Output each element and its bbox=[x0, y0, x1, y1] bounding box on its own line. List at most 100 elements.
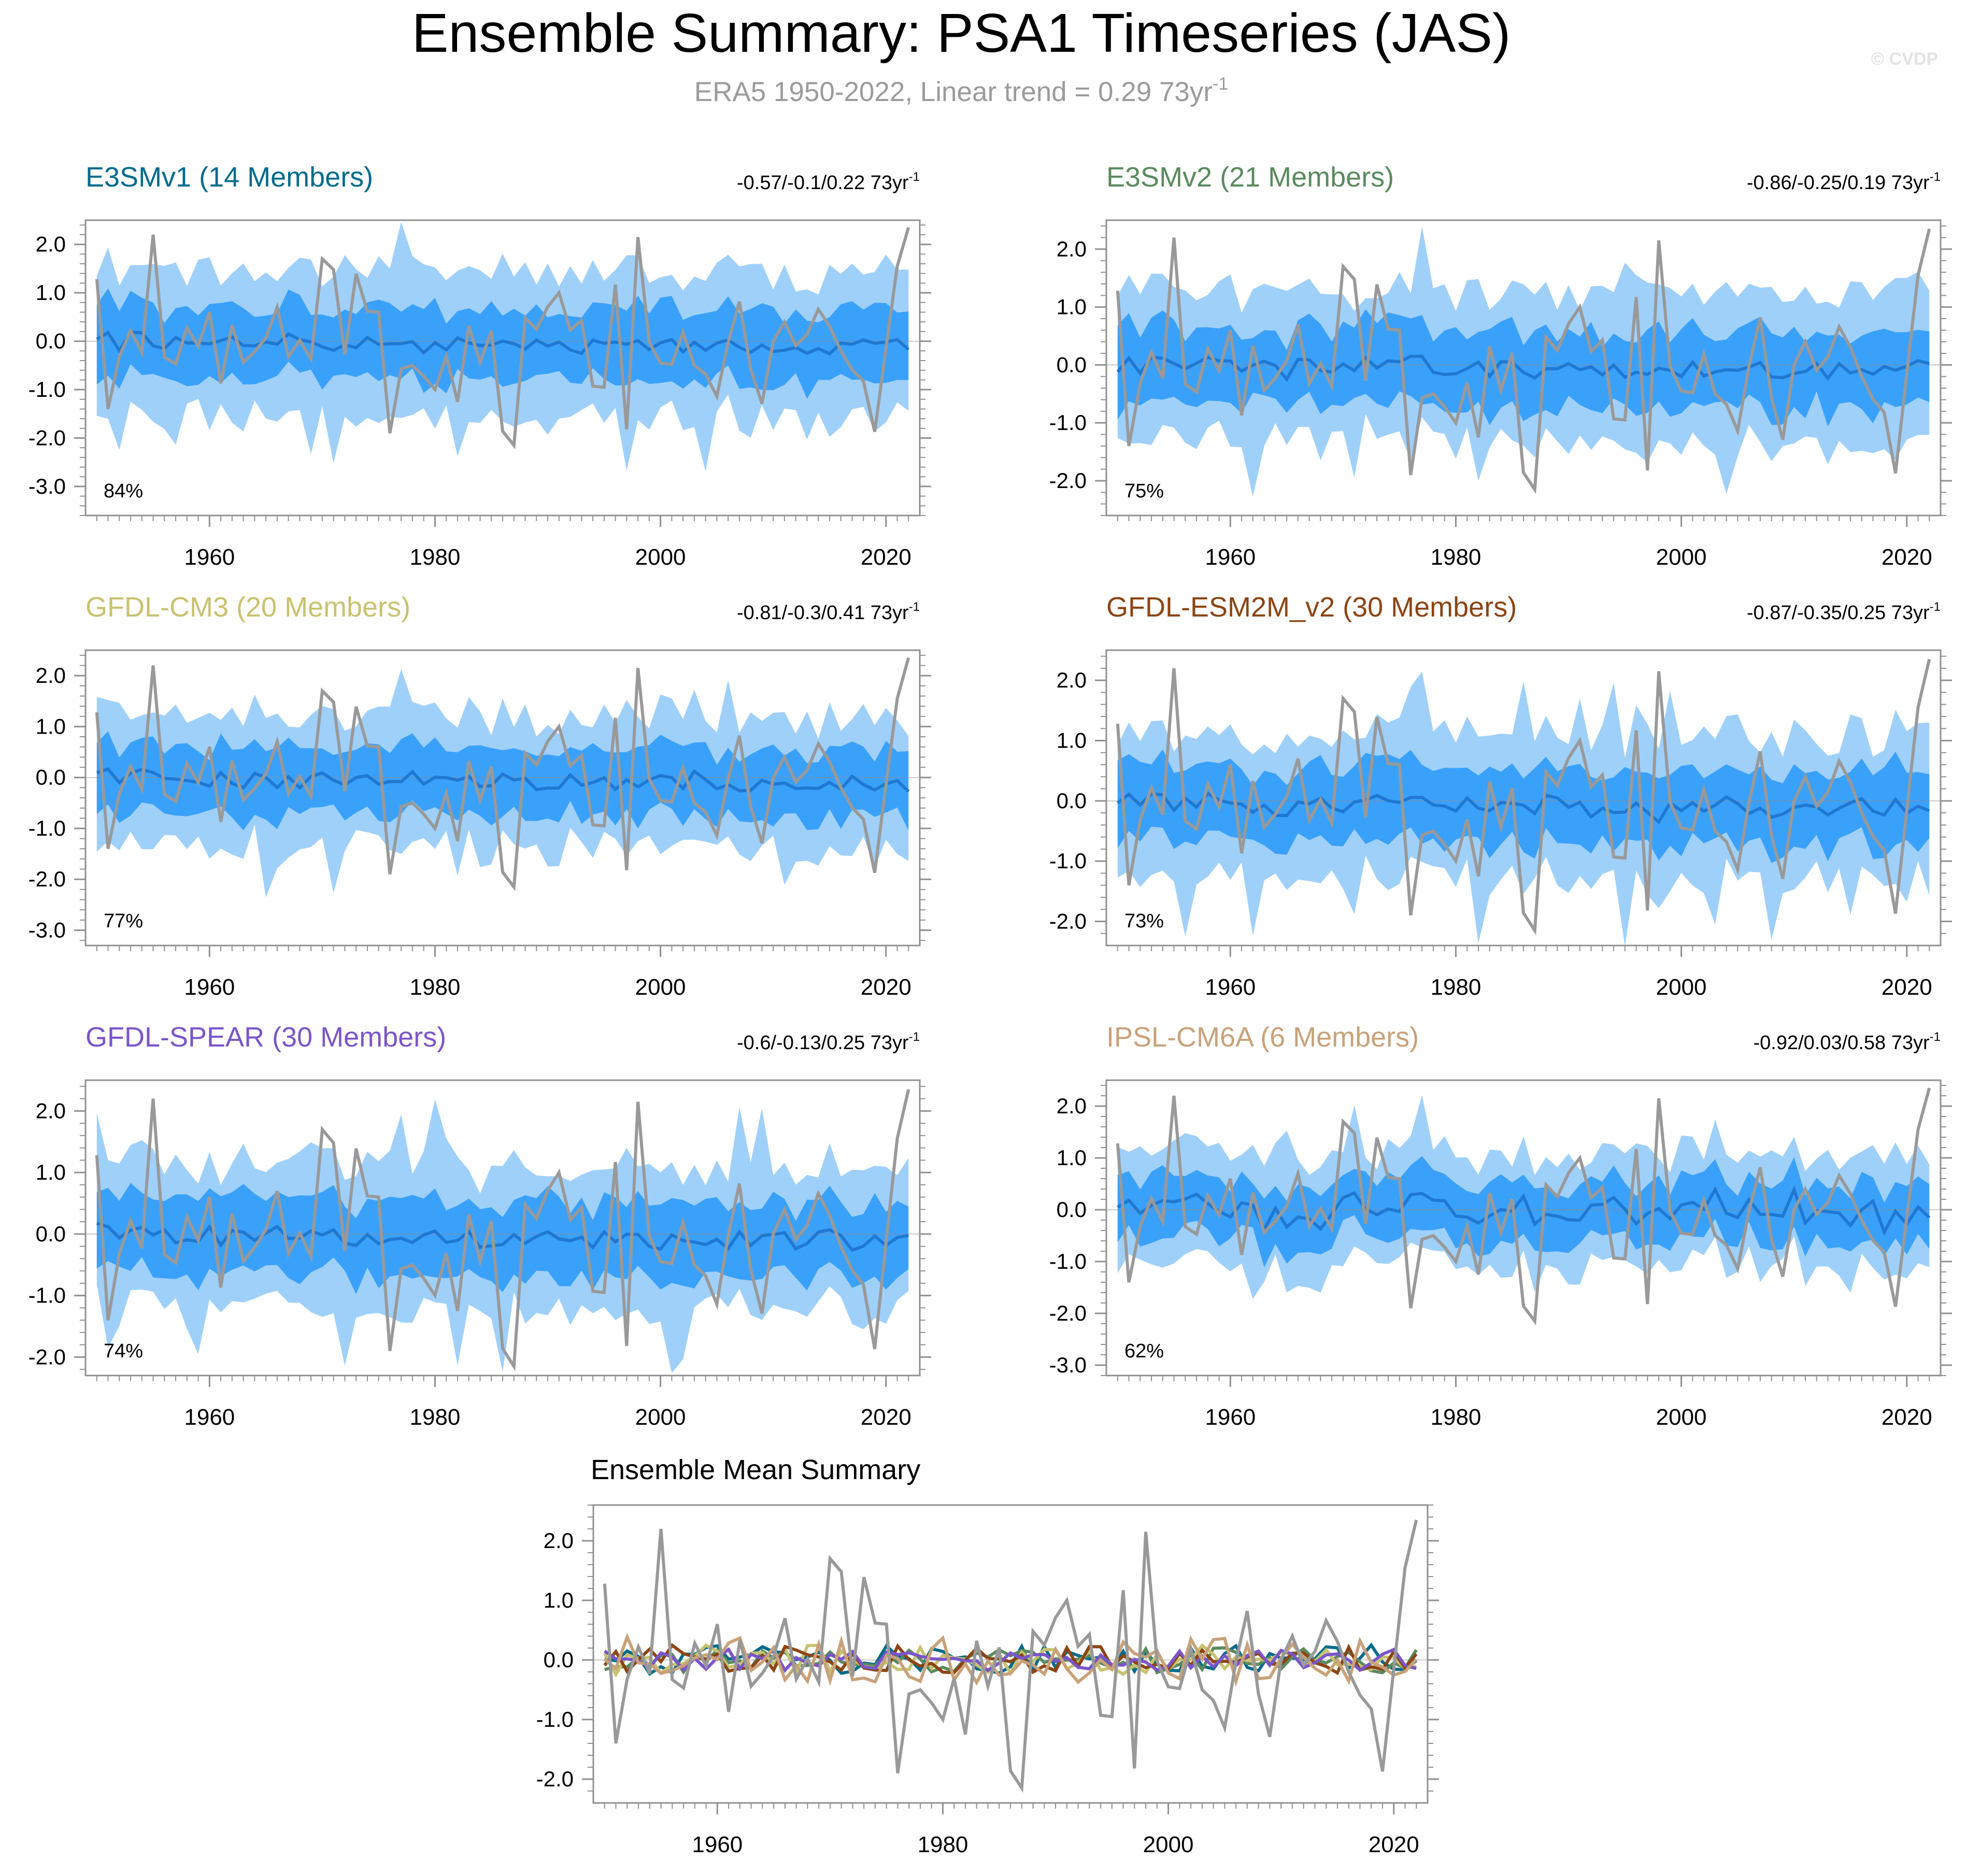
plot-area bbox=[593, 1520, 1428, 1793]
panel-title: GFDL-SPEAR (30 Members) bbox=[86, 1022, 446, 1053]
y-tick-label: 1.0 bbox=[36, 280, 66, 305]
percent-label: 84% bbox=[104, 480, 143, 502]
panel-title: Ensemble Mean Summary bbox=[591, 1454, 920, 1485]
trend-label: -0.86/-0.25/0.19 73yr-1 bbox=[1747, 170, 1941, 194]
y-tick-label: -1.0 bbox=[1049, 1249, 1087, 1273]
x-tick-label: 1960 bbox=[184, 975, 235, 1000]
plot-data bbox=[1106, 658, 1941, 946]
y-tick-label: -1.0 bbox=[536, 1707, 574, 1731]
percent-label: 74% bbox=[104, 1340, 143, 1362]
y-tick-label: -2.0 bbox=[1049, 1301, 1087, 1325]
ensemble-inner-range bbox=[96, 1183, 909, 1294]
x-tick-label: 1980 bbox=[1431, 545, 1481, 570]
y-tick-label: 0.0 bbox=[1057, 1197, 1087, 1222]
observed-line bbox=[1116, 228, 1931, 494]
y-tick-label: -2.0 bbox=[1049, 468, 1087, 493]
y-tick-label: 2.0 bbox=[36, 663, 66, 688]
x-axis: 1960 1980 2000 2020 bbox=[96, 1376, 911, 1430]
y-tick-label: 1.0 bbox=[1057, 1145, 1087, 1170]
x-tick-label: 2000 bbox=[1656, 1405, 1707, 1430]
observed-line bbox=[95, 657, 910, 891]
ensemble-inner-range bbox=[96, 288, 909, 399]
x-tick-label: 2020 bbox=[861, 1405, 911, 1430]
trend-superscript: -1 bbox=[1930, 1030, 1941, 1044]
ensemble-inner-range bbox=[1117, 1156, 1930, 1268]
panel-title: E3SMv1 (14 Members) bbox=[86, 162, 373, 193]
x-tick-label: 1980 bbox=[410, 1405, 461, 1430]
x-tick-label: 2000 bbox=[635, 975, 686, 1000]
y-axis: -2.0 -1.0 0.0 1.0 2.0 bbox=[1049, 655, 1952, 934]
trend-value: -0.57/-0.1/0.22 73yr bbox=[737, 172, 909, 194]
x-tick-label: 1960 bbox=[1205, 545, 1256, 570]
figure-title: Ensemble Summary: PSA1 Timeseries (JAS) bbox=[412, 3, 1511, 64]
y-tick-label: -3.0 bbox=[29, 918, 66, 942]
panels-container: E3SMv1 (14 Members) -0.57/-0.1/0.22 73yr-… bbox=[29, 162, 1952, 1857]
observed-line bbox=[1116, 658, 1931, 936]
x-axis: 1960 1980 2000 2020 bbox=[96, 946, 911, 1000]
y-tick-label: 2.0 bbox=[1057, 668, 1087, 692]
y-tick-label: 0.0 bbox=[1057, 789, 1087, 813]
y-tick-label: -1.0 bbox=[1049, 849, 1087, 873]
y-tick-label: -2.0 bbox=[536, 1767, 574, 1791]
panel-title: E3SMv2 (21 Members) bbox=[1106, 162, 1394, 193]
plot-area bbox=[1106, 1087, 1941, 1326]
y-tick-label: 2.0 bbox=[36, 1098, 66, 1123]
y-tick-label: 1.0 bbox=[36, 714, 66, 738]
percent-label: 75% bbox=[1124, 480, 1164, 502]
y-tick-label: -1.0 bbox=[29, 377, 66, 402]
trend-label: -0.81/-0.3/0.41 73yr-1 bbox=[737, 600, 920, 624]
x-axis: 1960 1980 2000 2020 bbox=[1117, 946, 1932, 1000]
y-tick-label: -2.0 bbox=[29, 1344, 66, 1369]
panel-title: GFDL-ESM2M_v2 (30 Members) bbox=[1106, 592, 1517, 623]
plot-area bbox=[86, 657, 920, 897]
x-axis: 1960 1980 2000 2020 bbox=[1117, 515, 1932, 570]
ensemble-mean-line bbox=[1117, 1185, 1931, 1236]
x-tick-label: 1960 bbox=[692, 1832, 743, 1857]
x-tick-label: 1980 bbox=[410, 545, 461, 570]
y-tick-label: 0.0 bbox=[36, 329, 66, 353]
panel-2: E3SMv2 (21 Members) -0.86/-0.25/0.19 73yr… bbox=[1049, 162, 1952, 570]
percent-label: 62% bbox=[1124, 1340, 1164, 1362]
trend-label: -0.87/-0.35/0.25 73yr-1 bbox=[1747, 600, 1941, 624]
plot-area bbox=[86, 1089, 920, 1373]
trend-value: -0.6/-0.13/0.25 73yr bbox=[737, 1032, 909, 1054]
plot-data bbox=[1106, 1087, 1941, 1326]
observed-line bbox=[603, 1520, 1418, 1793]
observed-line bbox=[95, 1089, 910, 1371]
x-tick-label: 1960 bbox=[1205, 975, 1256, 1000]
ensemble-inner-range bbox=[1117, 309, 1930, 427]
x-tick-label: 1960 bbox=[184, 1405, 235, 1430]
y-tick-label: -2.0 bbox=[29, 867, 66, 891]
trend-value: -0.92/0.03/0.58 73yr bbox=[1754, 1032, 1930, 1054]
trend-superscript: -1 bbox=[1930, 170, 1941, 184]
y-tick-label: 0.0 bbox=[544, 1648, 574, 1672]
plot-data bbox=[86, 657, 920, 897]
y-axis: -3.0 -2.0 -1.0 0.0 1.0 2.0 bbox=[29, 654, 931, 942]
plot-data bbox=[593, 1520, 1428, 1793]
x-tick-label: 2020 bbox=[861, 545, 911, 570]
ensemble-mean-line bbox=[96, 330, 910, 356]
observed-line bbox=[95, 227, 910, 450]
x-tick-label: 1980 bbox=[410, 975, 461, 1000]
trend-superscript: -1 bbox=[909, 600, 920, 614]
x-tick-label: 2020 bbox=[861, 975, 911, 1000]
x-tick-label: 1960 bbox=[184, 545, 235, 570]
percent-label: 73% bbox=[1124, 910, 1164, 932]
panel-1: E3SMv1 (14 Members) -0.57/-0.1/0.22 73yr-… bbox=[29, 162, 931, 570]
y-axis: -2.0 -1.0 0.0 1.0 2.0 bbox=[29, 1085, 931, 1370]
series-line-gfdl-spear bbox=[604, 1647, 1417, 1673]
x-tick-label: 1980 bbox=[1431, 975, 1481, 1000]
trend-value: -0.86/-0.25/0.19 73yr bbox=[1747, 172, 1930, 194]
trend-superscript: -1 bbox=[909, 170, 920, 184]
plot-data bbox=[86, 222, 920, 471]
observed-line bbox=[1116, 1087, 1931, 1326]
y-tick-label: 2.0 bbox=[36, 232, 66, 256]
watermark: © CVDP bbox=[1871, 49, 1938, 69]
y-tick-label: 0.0 bbox=[1057, 352, 1087, 377]
y-tick-label: -2.0 bbox=[29, 425, 66, 450]
y-tick-label: 0.0 bbox=[36, 765, 66, 790]
trend-label: -0.57/-0.1/0.22 73yr-1 bbox=[737, 170, 920, 194]
subtitle-text: ERA5 1950-2022, Linear trend = 0.29 73yr bbox=[694, 77, 1213, 107]
y-tick-label: 1.0 bbox=[544, 1588, 574, 1612]
figure-subtitle: ERA5 1950-2022, Linear trend = 0.29 73yr… bbox=[694, 74, 1229, 107]
